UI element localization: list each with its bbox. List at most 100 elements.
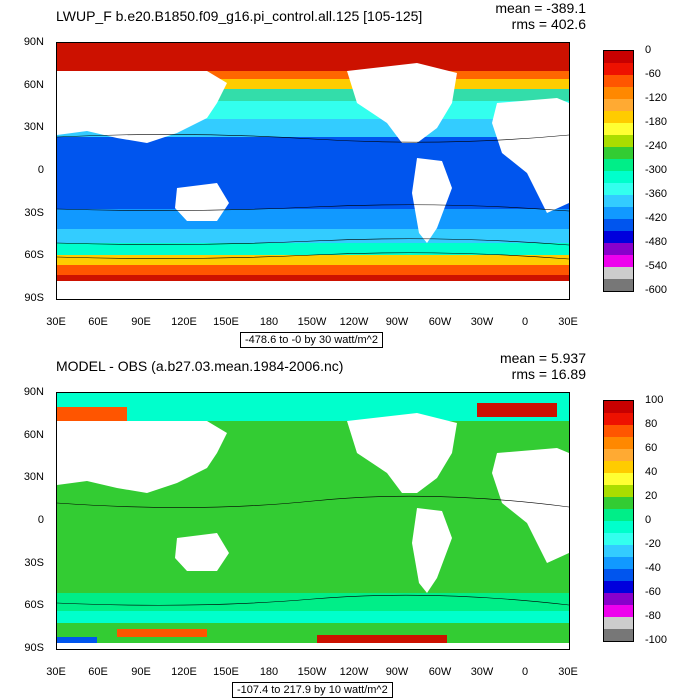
colorbar-segment <box>604 195 633 207</box>
lon-tick: 30W <box>470 316 494 328</box>
colorbar-segment <box>604 629 633 641</box>
lon-tick: 180 <box>259 316 279 328</box>
arctic-band <box>57 43 569 71</box>
contour-range-label: -478.6 to -0 by 30 watt/m^2 <box>240 332 383 348</box>
africa-land <box>492 448 569 563</box>
lon-tick: 150W <box>297 316 327 328</box>
colorbar-segment <box>604 75 633 87</box>
world-map <box>56 392 570 650</box>
lon-tick: 30E <box>558 316 578 328</box>
colorbar-label: -80 <box>645 610 661 622</box>
panel-title: LWUP_F b.e20.B1850.f09_g16.pi_control.al… <box>56 8 423 24</box>
colorbar-label: -40 <box>645 562 661 574</box>
colorbar-segment <box>604 63 633 75</box>
colorbar-label: -420 <box>645 212 668 224</box>
colorbar-label: -120 <box>645 92 668 104</box>
north-america-land <box>347 63 457 143</box>
lon-tick: 90W <box>385 666 409 678</box>
colorbar-label: -240 <box>645 140 668 152</box>
lon-tick: 30E <box>46 666 66 678</box>
colorbar-segment <box>604 581 633 593</box>
south-america-land <box>412 508 452 593</box>
map-svg <box>57 43 569 299</box>
colorbar-label: 100 <box>645 394 664 406</box>
australia-land <box>175 183 229 221</box>
colorbar-segment <box>604 231 633 243</box>
colorbar-label: -60 <box>645 586 661 598</box>
lon-tick: 120W <box>339 316 369 328</box>
world-map <box>56 42 570 300</box>
lon-tick: 30E <box>558 666 578 678</box>
lat-tick: 0 <box>37 164 44 176</box>
lat-tick: 60N <box>23 79 44 91</box>
colorbar-segment <box>604 533 633 545</box>
africa-land <box>492 98 569 213</box>
lat-tick: 30N <box>23 121 44 133</box>
rms-stat: rms = 16.89 <box>511 366 586 382</box>
lat-tick: 30S <box>24 207 44 219</box>
colorbar-label: -540 <box>645 260 668 272</box>
mean-stat: mean = -389.1 <box>495 0 586 16</box>
colorbar-segment <box>604 449 633 461</box>
lon-tick: 0 <box>521 666 529 678</box>
colorbar-label: -60 <box>645 68 661 80</box>
lat-tick: 60N <box>23 429 44 441</box>
colorbar-label: 40 <box>645 466 658 478</box>
colorbar-label: 20 <box>645 490 658 502</box>
lon-tick: 150W <box>297 666 327 678</box>
lon-tick: 180 <box>259 666 279 678</box>
colorbar-segment <box>604 497 633 509</box>
tropical-warm-band <box>57 137 569 209</box>
colorbar-segment <box>604 617 633 629</box>
lon-tick: 150E <box>213 666 239 678</box>
lon-tick: 150E <box>213 316 239 328</box>
lon-tick: 60W <box>428 666 452 678</box>
lon-tick: 60E <box>88 316 108 328</box>
lon-tick: 90E <box>131 666 151 678</box>
lon-tick: 30W <box>470 666 494 678</box>
mean-stat: mean = 5.937 <box>499 350 586 366</box>
colorbar-segment <box>604 557 633 569</box>
colorbar-segment <box>604 461 633 473</box>
colorbar-segment <box>604 413 633 425</box>
colorbar-segment <box>604 255 633 267</box>
colorbar-segment <box>604 485 633 497</box>
colorbar-label: 60 <box>645 442 658 454</box>
panel-model-minus-obs: MODEL - OBS (a.b27.03.mean.1984-2006.nc)… <box>0 350 700 700</box>
colorbar-label: -600 <box>645 284 668 296</box>
colorbar-label: -20 <box>645 538 661 550</box>
colorbar-label: 0 <box>645 44 652 56</box>
colorbar-segment <box>604 87 633 99</box>
lon-tick: 60E <box>88 666 108 678</box>
colorbar-segment <box>604 183 633 195</box>
colorbar-label: -180 <box>645 116 668 128</box>
lon-tick: 90W <box>385 316 409 328</box>
colorbar-segment <box>604 159 633 171</box>
north-america-land <box>347 413 457 493</box>
colorbar-label: -360 <box>645 188 668 200</box>
lat-tick: 60S <box>24 249 44 261</box>
colorbar-segment <box>604 521 633 533</box>
antarctica-land <box>57 281 569 299</box>
lon-tick: 30E <box>46 316 66 328</box>
map-svg <box>57 393 569 649</box>
colorbar <box>603 400 634 642</box>
lon-tick: 0 <box>521 316 529 328</box>
colorbar-segment <box>604 509 633 521</box>
eurasia-land <box>57 71 227 143</box>
colorbar-segment <box>604 425 633 437</box>
lat-tick: 0 <box>37 514 44 526</box>
colorbar-segment <box>604 545 633 557</box>
lat-tick: 90S <box>24 292 44 304</box>
lon-tick: 120E <box>171 316 197 328</box>
colorbar-segment <box>604 51 633 63</box>
colorbar-segment <box>604 569 633 581</box>
colorbar-label: -480 <box>645 236 668 248</box>
south-america-land <box>412 158 452 243</box>
lat-tick: 30N <box>23 471 44 483</box>
colorbar-segment <box>604 473 633 485</box>
lon-tick: 60W <box>428 316 452 328</box>
colorbar-label: -300 <box>645 164 668 176</box>
lat-tick: 90S <box>24 642 44 654</box>
lon-tick: 120W <box>339 666 369 678</box>
